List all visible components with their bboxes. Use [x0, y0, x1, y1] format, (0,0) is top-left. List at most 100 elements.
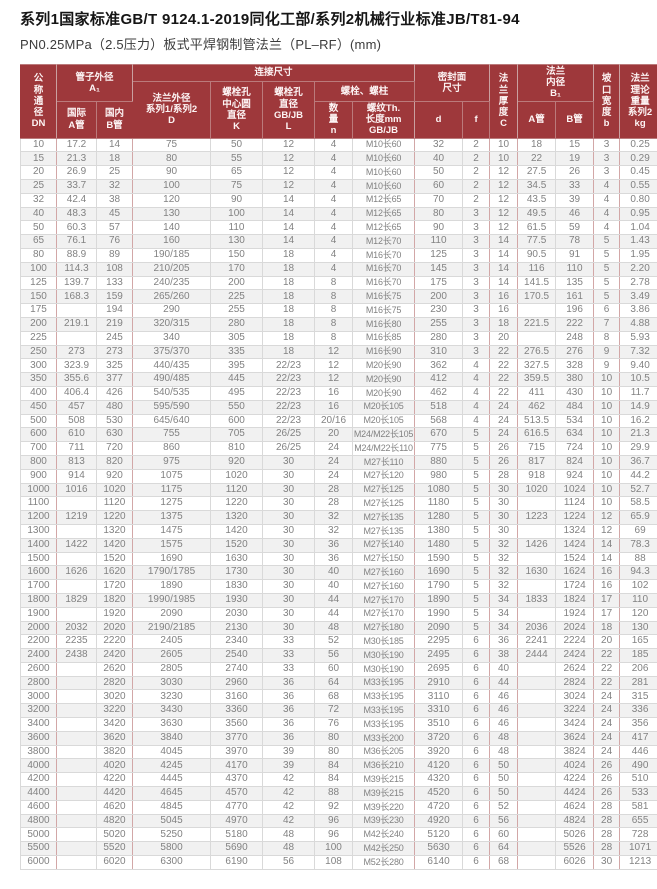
table-row: 1800 1829 1820 1990/1985 1930 30 44 M27长170 1890…	[20, 592, 657, 608]
cell-bore-b: 1224	[555, 510, 595, 525]
cell-pipe-od-b: 1120	[95, 496, 134, 512]
cell-qty-n: 12	[314, 372, 354, 387]
cell-flange-od-d: 490/485	[132, 372, 212, 387]
table-row: 4200 4220 4445 4370 42 84 M39长215 4320 6 50 4224 26…	[20, 772, 657, 788]
cell-pipe-od-a: 219.1	[56, 316, 97, 332]
cell-thickness-c: 16	[489, 289, 519, 305]
cell-thread-length: M33长200	[352, 730, 416, 746]
cell-thread-length: M20长105	[352, 413, 416, 429]
cell-bolt-hole-l: 26/25	[262, 427, 316, 443]
cell-flange-od-d: 1375	[132, 510, 212, 525]
cell-bevel-b: 10	[593, 482, 621, 498]
cell-pipe-od-a: 914	[56, 468, 97, 484]
cell-flange-od-d: 210/205	[132, 261, 212, 277]
cell-bolt-hole-l: 30	[262, 482, 316, 498]
cell-thread-length: M27长125	[352, 482, 416, 498]
cell-weight-kg: 281	[619, 675, 657, 691]
cell-bore-a: 43.5	[517, 192, 557, 208]
cell-seal-f: 2	[462, 179, 491, 194]
cell-weight-kg: 1213	[619, 855, 657, 870]
cell-qty-n: 32	[314, 523, 354, 539]
cell-bore-b: 634	[555, 427, 595, 443]
cell-thread-length: M20长90	[352, 358, 416, 374]
table-row: 2000 2032 2020 2190/2185 2130 30 48 M27长180 2090…	[20, 620, 657, 636]
cell-seal-d: 200	[414, 289, 464, 305]
table-row: 32 42.4 38 120 90 14 4 M12长65 70 2 12 43.5 39 4 0.80	[20, 192, 657, 208]
table-row: 3800 3820 4045 3970 39 80 M36长205 3920 6 48 3824 24…	[20, 744, 657, 760]
cell-weight-kg: 4.88	[619, 316, 657, 332]
cell-seal-d: 362	[414, 358, 464, 374]
cell-bore-a: 77.5	[517, 234, 557, 249]
cell-qty-n: 40	[314, 565, 354, 581]
cell-seal-f: 6	[462, 786, 491, 801]
cell-thickness-c: 12	[489, 220, 519, 236]
header-bore: 法兰 内径 B₁	[517, 64, 595, 102]
cell-seal-f: 3	[462, 344, 491, 360]
cell-seal-f: 5	[462, 427, 491, 443]
cell-pipe-od-a: 273	[56, 344, 97, 360]
cell-qty-n: 24	[314, 468, 354, 484]
cell-bevel-b: 18	[593, 620, 621, 636]
cell-dn: 175	[20, 303, 57, 318]
cell-qty-n: 64	[314, 675, 354, 691]
cell-seal-d: 2910	[414, 675, 464, 691]
cell-thread-length: M33长195	[352, 675, 416, 691]
cell-bolt-circle-k: 225	[210, 289, 264, 305]
cell-thickness-c: 32	[489, 551, 519, 567]
cell-bolt-hole-l: 33	[262, 634, 316, 650]
cell-thickness-c: 48	[489, 744, 519, 760]
cell-thread-length: M16长70	[352, 247, 416, 263]
table-row: 1000 1016 1020 1175 1120 30 28 M27长125 1080 5 30 10…	[20, 482, 657, 498]
cell-pipe-od-b: 2620	[95, 661, 134, 677]
cell-bolt-circle-k: 920	[210, 454, 264, 470]
cell-pipe-od-b: 1220	[95, 510, 134, 525]
cell-pipe-od-b: 32	[95, 179, 134, 194]
cell-bolt-circle-k: 5690	[210, 841, 264, 857]
cell-flange-od-d: 90	[132, 165, 212, 180]
cell-flange-od-d: 2405	[132, 634, 212, 650]
header-bevel: 坡 口 宽 度 b	[593, 64, 621, 139]
cell-pipe-od-b: 1920	[95, 606, 134, 622]
cell-pipe-od-b: 325	[95, 358, 134, 374]
cell-thickness-c: 22	[489, 358, 519, 374]
cell-seal-d: 70	[414, 192, 464, 208]
cell-bevel-b: 28	[593, 827, 621, 843]
cell-bolt-circle-k: 600	[210, 413, 264, 429]
cell-qty-n: 8	[314, 275, 354, 291]
cell-bolt-hole-l: 48	[262, 841, 316, 857]
cell-flange-od-d: 1175	[132, 482, 212, 498]
cell-qty-n: 80	[314, 730, 354, 746]
cell-seal-d: 5120	[414, 827, 464, 843]
cell-bolt-circle-k: 1830	[210, 579, 264, 594]
cell-pipe-od-b: 720	[95, 441, 134, 456]
cell-bore-b: 4624	[555, 799, 595, 815]
cell-thickness-c: 52	[489, 799, 519, 815]
cell-bolt-circle-k: 1420	[210, 523, 264, 539]
table-row: 40 48.3 45 130 100 14 4 M12长65 80 3 12 49.5 46 4 0.95	[20, 206, 657, 222]
cell-pipe-od-a	[56, 744, 97, 760]
cell-thickness-c: 24	[489, 427, 519, 443]
cell-bore-b: 4024	[555, 758, 595, 774]
cell-dn: 40	[20, 206, 57, 222]
cell-thread-length: M12长65	[352, 220, 416, 236]
cell-seal-d: 880	[414, 454, 464, 470]
cell-weight-kg: 3.86	[619, 303, 657, 318]
table-row: 100 114.3 108 210/205 170 18 4 M16长70 145 3 14 116 1…	[20, 261, 657, 277]
cell-dn: 10	[20, 137, 57, 153]
table-row: 250 273 273 375/370 335 18 12 M16长90 310 3 22 276.5…	[20, 344, 657, 360]
cell-qty-n: 44	[314, 592, 354, 608]
cell-seal-d: 775	[414, 441, 464, 456]
cell-bolt-circle-k: 200	[210, 275, 264, 291]
table-row: 1300 1320 1475 1420 30 32 M27长135 1380 5 30 1324 12…	[20, 523, 657, 539]
cell-dn: 1300	[20, 523, 57, 539]
cell-flange-od-d: 80	[132, 151, 212, 167]
table-row: 1100 1120 1275 1220 30 28 M27长125 1180 5 30 1124 10…	[20, 496, 657, 512]
cell-pipe-od-b: 4020	[95, 758, 134, 774]
cell-thread-length: M42长250	[352, 841, 416, 857]
cell-thread-length: M10长60	[352, 151, 416, 167]
cell-bore-a	[517, 496, 557, 512]
cell-thickness-c: 46	[489, 717, 519, 732]
cell-dn: 1000	[20, 482, 57, 498]
cell-seal-d: 110	[414, 234, 464, 249]
cell-thickness-c: 56	[489, 813, 519, 829]
